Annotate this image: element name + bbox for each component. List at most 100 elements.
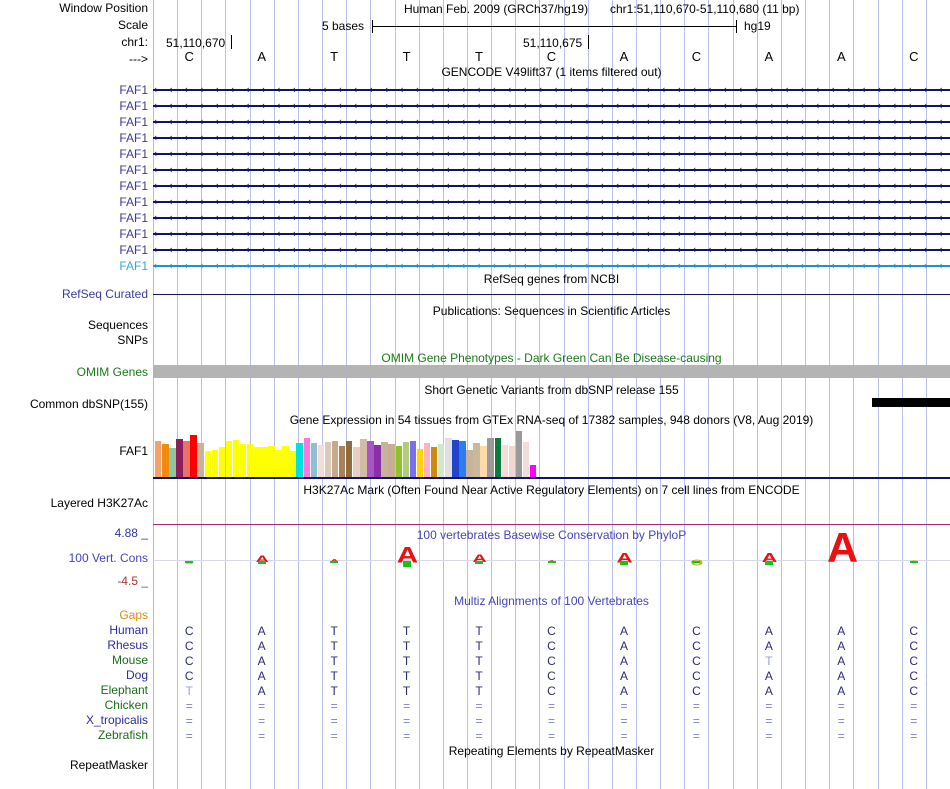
gencode-gene-label[interactable]: FAF1 [119,227,148,241]
gencode-gene-row[interactable]: ‹—‹—‹—‹—‹—‹—‹—‹—‹—‹—‹—‹—‹—‹—‹—‹—‹—‹—‹—‹—… [153,146,950,162]
gtex-expression-barchart[interactable] [155,429,537,477]
gtex-tissue-bar[interactable] [162,444,169,477]
gtex-tissue-bar[interactable] [331,441,339,477]
gencode-gene-label[interactable]: FAF1 [119,195,148,209]
gtex-tissue-bar[interactable] [515,431,523,477]
gencode-gene-label[interactable]: FAF1 [119,179,148,193]
species-label[interactable]: Elephant [100,683,148,697]
gencode-gene-row[interactable]: ‹—‹—‹—‹—‹—‹—‹—‹—‹—‹—‹—‹—‹—‹—‹—‹—‹—‹—‹—‹—… [153,258,950,274]
refseq-curated-label[interactable]: RefSeq Curated [61,287,148,301]
layered-h3k27ac-label[interactable]: Layered H3K27Ac [50,496,148,510]
gtex-tissue-bar[interactable] [218,447,226,477]
gencode-gene-label[interactable]: FAF1 [119,147,148,161]
gtex-tissue-bar[interactable] [338,446,346,477]
gtex-tissue-bar[interactable] [395,446,402,477]
gtex-tissue-bar[interactable] [324,442,332,477]
gtex-tissue-bar[interactable] [360,439,367,477]
gtex-tissue-bar[interactable] [239,444,247,477]
gtex-tissue-bar[interactable] [190,435,197,477]
gtex-tissue-bar[interactable] [381,442,388,477]
phylop-conservation-plot[interactable]: OAAAAAAOAAO [153,527,950,590]
gtex-tissue-bar[interactable] [310,443,318,477]
gencode-gene-label[interactable]: FAF1 [119,211,148,225]
gtex-tissue-bar[interactable] [246,444,254,477]
gtex-tissue-bar[interactable] [466,450,473,477]
gtex-tissue-bar[interactable] [374,445,381,477]
gtex-tissue-bar[interactable] [282,446,289,477]
gtex-tissue-bar[interactable] [409,441,417,477]
gtex-tissue-bar[interactable] [487,438,494,477]
gtex-tissue-bar[interactable] [155,441,162,477]
gtex-tissue-bar[interactable] [197,443,204,477]
species-label[interactable]: Mouse [111,653,148,667]
gtex-tissue-bar[interactable] [501,445,509,477]
omim-genes-label[interactable]: OMIM Genes [76,365,148,379]
gtex-tissue-bar[interactable] [303,438,311,477]
gencode-gene-label[interactable]: FAF1 [119,259,148,273]
gencode-gene-row[interactable]: ‹—‹—‹—‹—‹—‹—‹—‹—‹—‹—‹—‹—‹—‹—‹—‹—‹—‹—‹—‹—… [153,194,950,210]
repeatmasker-label[interactable]: RepeatMasker [69,758,148,772]
gtex-tissue-bar[interactable] [254,447,261,477]
gtex-tissue-bar[interactable] [452,440,459,477]
omim-gene-bar[interactable] [153,365,950,378]
gencode-gene-row[interactable]: ‹—‹—‹—‹—‹—‹—‹—‹—‹—‹—‹—‹—‹—‹—‹—‹—‹—‹—‹—‹—… [153,226,950,242]
gtex-tissue-bar[interactable] [204,451,211,477]
gtex-tissue-bar[interactable] [473,443,480,477]
gtex-tissue-bar[interactable] [275,450,282,477]
species-label[interactable]: Human [109,623,148,637]
publications-sequences-label[interactable]: Sequences [87,318,148,332]
dbsnp-variant-bar[interactable] [872,398,950,407]
common-dbsnp-label[interactable]: Common dbSNP(155) [29,397,148,411]
gencode-gene-row[interactable]: ‹—‹—‹—‹—‹—‹—‹—‹—‹—‹—‹—‹—‹—‹—‹—‹—‹—‹—‹—‹—… [153,162,950,178]
gtex-tissue-bar[interactable] [388,444,395,477]
gencode-gene-row[interactable]: ‹—‹—‹—‹—‹—‹—‹—‹—‹—‹—‹—‹—‹—‹—‹—‹—‹—‹—‹—‹—… [153,114,950,130]
gaps-label[interactable]: Gaps [119,608,148,622]
gtex-tissue-bar[interactable] [445,438,452,477]
gtex-tissue-bar[interactable] [232,440,240,477]
gtex-tissue-bar[interactable] [522,442,530,477]
gencode-gene-row[interactable]: ‹—‹—‹—‹—‹—‹—‹—‹—‹—‹—‹—‹—‹—‹—‹—‹—‹—‹—‹—‹—… [153,210,950,226]
gtex-tissue-bar[interactable] [317,445,325,477]
gtex-tissue-bar[interactable] [261,447,268,477]
gtex-tissue-bar[interactable] [423,443,431,477]
phylop-track-label[interactable]: 100 Vert. Cons [68,551,148,565]
position-text[interactable]: chr1:51,110,670-51,110,680 (11 bp) [610,2,800,16]
gtex-tissue-bar[interactable] [176,439,183,477]
gtex-tissue-bar[interactable] [459,441,466,477]
gencode-gene-row[interactable]: ‹—‹—‹—‹—‹—‹—‹—‹—‹—‹—‹—‹—‹—‹—‹—‹—‹—‹—‹—‹—… [153,242,950,258]
gencode-gene-label[interactable]: FAF1 [119,99,148,113]
species-label[interactable]: Dog [125,668,148,682]
gencode-gene-row[interactable]: ‹—‹—‹—‹—‹—‹—‹—‹—‹—‹—‹—‹—‹—‹—‹—‹—‹—‹—‹—‹—… [153,130,950,146]
gtex-tissue-bar[interactable] [480,446,487,477]
gtex-tissue-bar[interactable] [183,441,190,477]
gtex-tissue-bar[interactable] [508,446,516,477]
gencode-gene-label[interactable]: FAF1 [119,115,148,129]
gtex-tissue-bar[interactable] [529,465,537,477]
species-label[interactable]: Zebrafish [97,728,148,742]
species-label[interactable]: X_tropicalis [85,713,148,727]
gencode-gene-row[interactable]: ‹—‹—‹—‹—‹—‹—‹—‹—‹—‹—‹—‹—‹—‹—‹—‹—‹—‹—‹—‹—… [153,82,950,98]
gtex-tissue-bar[interactable] [430,447,438,477]
gtex-tissue-bar[interactable] [211,450,219,477]
gtex-tissue-bar[interactable] [437,444,445,477]
gtex-tissue-bar[interactable] [353,447,360,477]
gtex-tissue-bar[interactable] [296,443,303,477]
publications-snps-label[interactable]: SNPs [117,333,148,347]
gencode-gene-label[interactable]: FAF1 [119,243,148,257]
gencode-gene-label[interactable]: FAF1 [119,83,148,97]
gtex-tissue-bar[interactable] [494,438,502,477]
gencode-gene-label[interactable]: FAF1 [119,131,148,145]
gencode-gene-row[interactable]: ‹—‹—‹—‹—‹—‹—‹—‹—‹—‹—‹—‹—‹—‹—‹—‹—‹—‹—‹—‹—… [153,98,950,114]
species-label[interactable]: Chicken [104,698,148,712]
gencode-gene-label[interactable]: FAF1 [119,163,148,177]
gtex-tissue-bar[interactable] [169,448,176,477]
gencode-gene-row[interactable]: ‹—‹—‹—‹—‹—‹—‹—‹—‹—‹—‹—‹—‹—‹—‹—‹—‹—‹—‹—‹—… [153,178,950,194]
gtex-tissue-bar[interactable] [346,441,353,477]
gtex-tissue-bar[interactable] [367,441,374,477]
gtex-tissue-bar[interactable] [402,442,410,477]
gtex-tissue-bar[interactable] [416,449,424,477]
gtex-tissue-bar[interactable] [225,441,233,477]
gtex-tissue-bar[interactable] [268,446,275,477]
gtex-tissue-bar[interactable] [289,451,296,477]
